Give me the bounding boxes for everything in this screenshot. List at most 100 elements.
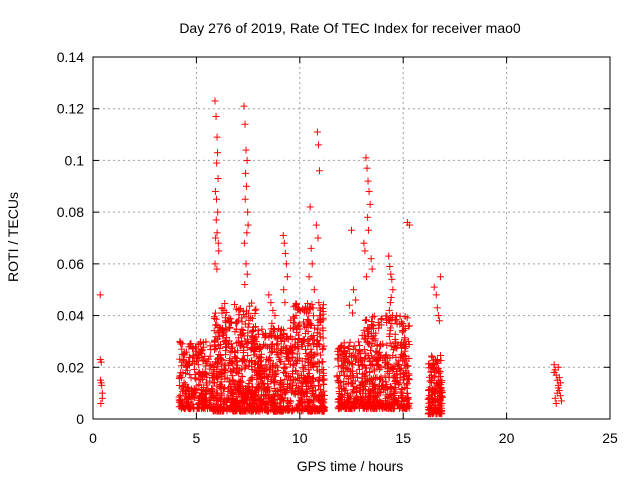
data-point — [256, 344, 264, 352]
data-point — [244, 351, 252, 359]
data-point — [261, 374, 269, 382]
data-point — [229, 398, 237, 406]
data-point — [192, 375, 200, 383]
data-point — [220, 407, 228, 415]
data-point — [219, 356, 227, 364]
data-point — [224, 387, 232, 395]
data-point — [233, 355, 241, 363]
data-point — [236, 387, 244, 395]
data-point — [232, 393, 240, 401]
data-point — [265, 357, 273, 365]
data-point — [212, 315, 220, 323]
data-point — [221, 369, 229, 377]
data-point — [289, 313, 297, 321]
data-point — [221, 351, 229, 359]
data-point — [249, 326, 257, 334]
data-point — [221, 324, 229, 332]
data-point — [309, 312, 317, 320]
data-point — [294, 305, 302, 313]
data-point — [210, 394, 218, 402]
data-point — [286, 397, 294, 405]
data-point — [214, 375, 222, 383]
data-point — [259, 330, 267, 338]
data-point — [248, 338, 256, 346]
data-point — [210, 378, 218, 386]
data-point — [203, 405, 211, 413]
data-point — [320, 342, 328, 350]
data-point — [245, 383, 253, 391]
data-point — [237, 406, 245, 414]
data-point — [261, 334, 269, 342]
data-point — [287, 398, 295, 406]
data-point — [303, 393, 311, 401]
data-point — [229, 343, 237, 351]
y-tick-label: 0.12 — [57, 101, 84, 117]
data-point — [239, 356, 247, 364]
data-point — [195, 399, 203, 407]
y-tick-label: 0.04 — [57, 308, 84, 324]
data-point — [230, 366, 238, 374]
data-point — [266, 344, 274, 352]
data-point — [287, 333, 295, 341]
data-point — [226, 355, 234, 363]
data-point — [281, 375, 289, 383]
chart-title: Day 276 of 2019, Rate Of TEC Index for r… — [179, 20, 521, 36]
data-point — [319, 358, 327, 366]
data-point — [243, 335, 251, 343]
data-point — [212, 333, 220, 341]
data-point — [257, 369, 265, 377]
data-point — [215, 354, 223, 362]
data-point — [282, 372, 290, 380]
data-point — [202, 358, 210, 366]
data-point — [259, 391, 267, 399]
data-point — [235, 370, 243, 378]
data-point — [216, 345, 224, 353]
data-point — [241, 363, 249, 371]
data-point — [265, 354, 273, 362]
data-point — [281, 390, 289, 398]
data-point — [177, 362, 185, 370]
y-tick-label: 0.02 — [57, 359, 84, 375]
data-point — [193, 345, 201, 353]
data-point — [214, 329, 222, 337]
data-point — [203, 381, 211, 389]
data-point — [220, 330, 228, 338]
data-point — [217, 325, 225, 333]
data-point — [238, 378, 246, 386]
data-point — [212, 358, 220, 366]
data-point — [245, 316, 253, 324]
y-axis-title: ROTI / TECUs — [5, 192, 21, 282]
x-tick-label: 20 — [499, 430, 515, 446]
data-point — [241, 407, 249, 415]
data-point — [313, 349, 321, 357]
data-point — [245, 400, 253, 408]
data-point — [271, 402, 279, 410]
data-point — [223, 399, 231, 407]
data-point — [319, 301, 327, 309]
x-axis-title: GPS time / hours — [297, 458, 404, 474]
data-point — [231, 301, 239, 309]
x-tick-label: 0 — [89, 430, 97, 446]
data-point — [244, 329, 252, 337]
y-tick-label: 0.1 — [65, 152, 85, 168]
data-point — [309, 336, 317, 344]
data-point — [278, 325, 286, 333]
data-point — [180, 357, 188, 365]
data-point — [195, 380, 203, 388]
data-point — [247, 375, 255, 383]
data-point — [298, 357, 306, 365]
data-point — [188, 403, 196, 411]
data-point — [289, 325, 297, 333]
data-point — [252, 305, 260, 313]
data-point — [192, 389, 200, 397]
data-point — [319, 324, 327, 332]
data-point — [197, 376, 205, 384]
y-tick-label: 0.06 — [57, 256, 84, 272]
data-point — [277, 345, 285, 353]
data-point — [314, 376, 322, 384]
data-point — [177, 403, 185, 411]
data-point — [214, 362, 222, 370]
data-point — [282, 388, 290, 396]
data-point — [213, 389, 221, 397]
data-point — [206, 342, 214, 350]
